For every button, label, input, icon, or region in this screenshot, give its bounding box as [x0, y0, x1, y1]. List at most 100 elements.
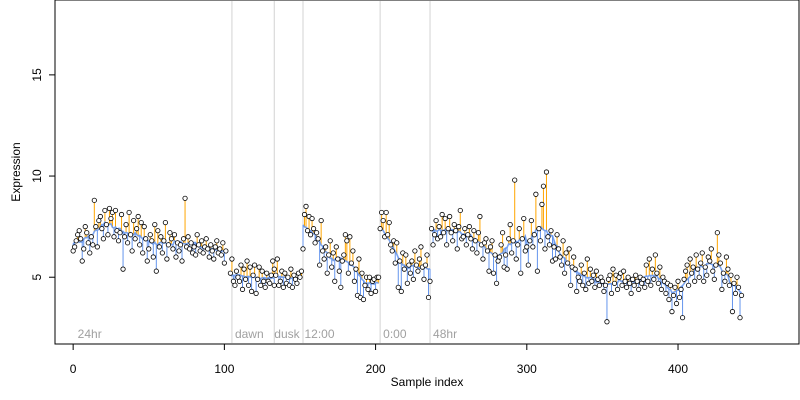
- data-point: [657, 264, 663, 270]
- data-point: [424, 252, 430, 258]
- phase-label: 12:00: [305, 327, 335, 341]
- data-point: [634, 278, 640, 284]
- data-point: [372, 288, 379, 294]
- data-point: [289, 284, 296, 290]
- data-point: [551, 244, 557, 250]
- y-tick-label: 5: [30, 274, 44, 281]
- data-point: [704, 272, 710, 278]
- data-point: [90, 242, 96, 248]
- plot-border: [54, 0, 800, 345]
- data-point: [389, 248, 395, 254]
- data-point: [560, 238, 566, 244]
- data-point: [679, 315, 686, 321]
- data-point: [633, 272, 639, 278]
- data-point: [88, 234, 94, 240]
- data-point: [232, 282, 238, 288]
- data-point: [607, 272, 613, 278]
- data-point: [105, 232, 111, 238]
- data-point: [320, 248, 326, 254]
- data-point: [627, 280, 633, 286]
- data-point: [310, 226, 317, 232]
- data-point: [111, 234, 117, 240]
- data-point: [129, 248, 135, 254]
- data-point: [590, 272, 596, 278]
- data-point: [193, 252, 199, 258]
- data-point: [350, 248, 356, 254]
- data-point: [212, 244, 218, 250]
- data-point: [651, 276, 657, 282]
- data-point: [602, 282, 609, 288]
- data-point: [267, 280, 273, 286]
- data-point: [713, 262, 719, 268]
- data-point: [431, 232, 438, 238]
- data-point: [159, 250, 165, 256]
- data-point: [233, 268, 240, 274]
- data-point: [640, 276, 646, 282]
- data-point: [698, 260, 704, 266]
- data-point: [608, 290, 615, 297]
- phase-label: dawn: [235, 327, 264, 341]
- data-point: [94, 244, 100, 250]
- data-point: [274, 256, 280, 262]
- data-point: [696, 274, 702, 280]
- data-point: [307, 232, 314, 238]
- data-point: [242, 276, 249, 282]
- data-point: [87, 250, 93, 256]
- data-point: [453, 228, 459, 234]
- data-point: [722, 278, 728, 284]
- data-point: [684, 262, 690, 268]
- data-point: [468, 236, 474, 242]
- data-point: [624, 284, 630, 290]
- data-point: [146, 246, 152, 252]
- data-point: [454, 246, 460, 252]
- data-point: [546, 242, 553, 248]
- data-point: [484, 248, 491, 254]
- data-point: [583, 286, 589, 292]
- data-point: [341, 252, 347, 258]
- data-point: [474, 250, 480, 256]
- data-point: [345, 270, 351, 276]
- data-point: [737, 315, 743, 321]
- data-point: [699, 250, 705, 256]
- data-point: [185, 234, 191, 240]
- data-point: [444, 242, 450, 248]
- data-point: [268, 272, 274, 278]
- data-point: [675, 278, 681, 284]
- data-point: [619, 282, 625, 288]
- data-point: [628, 290, 634, 297]
- data-point: [471, 228, 477, 234]
- data-point: [347, 234, 353, 240]
- y-tick-label: 10: [30, 169, 44, 183]
- data-point: [143, 236, 149, 242]
- data-point: [702, 264, 708, 270]
- data-point: [413, 262, 420, 268]
- data-point: [309, 215, 315, 222]
- data-point: [410, 276, 416, 282]
- data-point: [360, 296, 367, 303]
- data-point: [645, 278, 651, 284]
- data-point: [326, 252, 332, 258]
- data-point: [229, 256, 235, 262]
- data-point: [392, 260, 398, 266]
- data-point: [581, 270, 587, 276]
- data-point: [723, 254, 730, 260]
- data-point: [388, 242, 394, 248]
- data-point: [447, 213, 453, 220]
- data-point: [191, 244, 197, 250]
- data-point: [472, 238, 478, 244]
- data-point: [99, 226, 105, 232]
- data-point: [282, 270, 288, 276]
- data-point: [460, 234, 466, 240]
- data-point: [430, 242, 436, 248]
- data-point: [238, 262, 244, 268]
- data-point: [448, 230, 454, 236]
- data-point: [196, 242, 202, 248]
- y-axis: 5 10 15: [30, 68, 56, 281]
- data-point: [593, 268, 599, 274]
- data-point: [123, 222, 129, 228]
- data-point: [558, 262, 565, 268]
- data-point: [245, 282, 252, 288]
- data-point: [277, 278, 283, 284]
- data-point: [527, 238, 533, 244]
- data-point: [530, 244, 536, 250]
